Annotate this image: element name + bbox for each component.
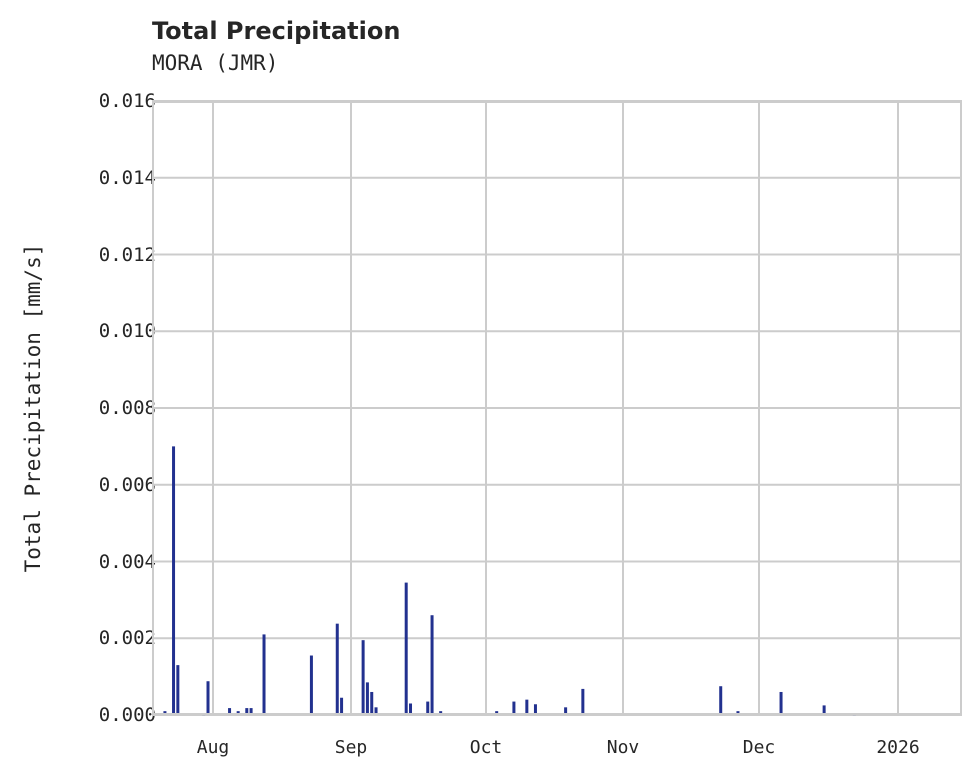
precip-bar: [374, 707, 378, 715]
precip-bar: [340, 697, 344, 715]
precip-bar: [361, 640, 365, 715]
precip-bar: [309, 655, 313, 715]
precip-bar: [779, 691, 783, 715]
precip-bar: [262, 634, 266, 715]
plot-frame: [152, 101, 962, 715]
y-tick-label: 0.002: [98, 627, 156, 650]
precip-bar: [581, 688, 585, 715]
precip-bar: [822, 705, 826, 715]
x-tick-label: Sep: [334, 737, 368, 758]
x-tick-label: Dec: [742, 737, 776, 758]
x-tick-label: Oct: [469, 737, 503, 758]
x-tick-label: 2026: [876, 737, 920, 758]
x-tick-label: Nov: [606, 737, 640, 758]
precip-bar: [335, 623, 339, 715]
x-tick-label: Aug: [196, 737, 230, 758]
precip-bar: [404, 582, 408, 715]
precip-bar: [172, 446, 176, 715]
y-tick-label: 0.010: [98, 320, 156, 343]
y-tick-label: 0.012: [98, 243, 156, 266]
precip-bar: [206, 681, 210, 715]
y-tick-label: 0.000: [98, 704, 156, 726]
chart-title: Total Precipitation: [152, 17, 401, 45]
chart-subtitle: MORA (JMR): [152, 51, 279, 75]
precip-bar: [365, 682, 369, 715]
precip-bar: [370, 691, 374, 715]
precip-bar: [245, 708, 249, 715]
precip-bar: [426, 701, 430, 715]
y-tick-label: 0.006: [98, 473, 156, 496]
precip-bar: [719, 686, 723, 715]
precip-bar: [249, 708, 253, 715]
y-tick-label: 0.004: [98, 550, 156, 573]
precip-bar: [525, 699, 529, 715]
y-tick-label: 0.016: [98, 90, 156, 112]
precip-bar: [176, 665, 180, 715]
precip-bar: [512, 701, 516, 715]
precip-bar: [430, 615, 434, 715]
precip-bar: [228, 708, 232, 715]
y-tick-label: 0.014: [98, 166, 156, 189]
y-tick-label: 0.008: [98, 397, 156, 419]
precip-bar: [564, 707, 568, 715]
precip-bar: [409, 703, 413, 715]
precip-bar: [533, 704, 537, 715]
